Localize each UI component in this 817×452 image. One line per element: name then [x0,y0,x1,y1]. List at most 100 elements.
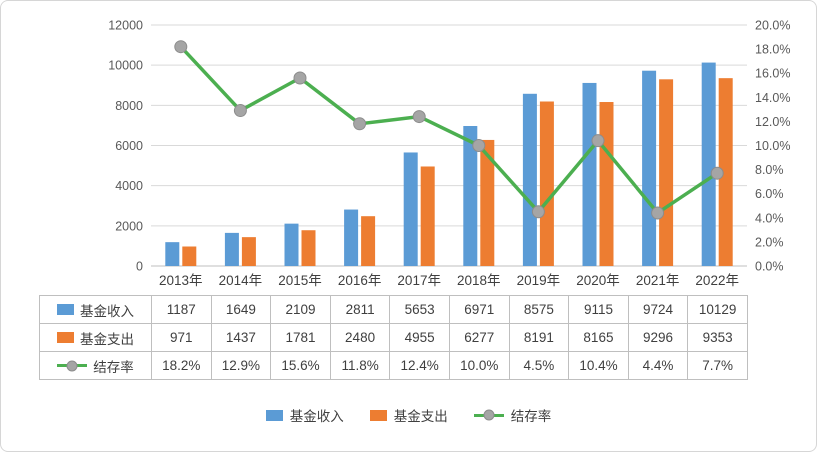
expense-bar [361,216,376,266]
rate-marker-icon [531,205,545,219]
x-axis-label: 2021年 [636,273,680,288]
table-cell: 2811 [329,295,391,324]
row-header-income: 基金收入 [39,295,152,324]
table-cell: 5653 [389,295,450,324]
right-axis-tick-label: 10.0% [755,139,790,153]
expense-swatch-icon [369,409,387,421]
x-axis-label: 2013年 [159,273,203,288]
left-axis-tick-label: 6000 [115,139,143,153]
income-bar [165,242,180,266]
x-axis-label: 2014年 [219,273,263,288]
expense-bar [599,102,614,266]
rate-marker-icon [353,117,367,131]
table-cell: 1649 [210,295,272,324]
table-cell: 10129 [687,295,748,324]
right-axis-tick-label: 8.0% [755,163,784,177]
row-header-expense: 基金支出 [39,323,152,352]
x-axis-label: 2019年 [517,273,561,288]
table-cell: 9724 [627,295,689,324]
right-axis-tick-label: 20.0% [755,19,790,33]
table-row-rate: 结存率 18.2% 12.9% 15.6% 11.8% 12.4% 10.0% 4.5% 10.… [39,351,748,380]
row-label-text: 结存率 [93,359,134,375]
right-axis-tick-label: 14.0% [755,91,790,105]
legend-label: 基金收入 [289,409,344,424]
right-axis-tick-label: 4.0% [755,211,784,225]
table-cell: 9353 [687,323,748,352]
combo-chart-plot: 0 2000 4000 6000 8000 10000 12000 0.0% 2.0% 4.0% 6… [108,19,790,289]
table-cell: 1187 [151,295,212,324]
left-axis-tick-label: 0 [136,260,143,274]
x-axis-label: 2020年 [576,273,620,288]
rate-line [179,44,719,215]
marker-dot [483,409,495,421]
table-cell: 2109 [270,295,331,324]
left-axis-tick-label: 12000 [108,19,143,33]
rate-line-icon [473,409,504,422]
right-axis-tick-label: 18.0% [755,43,790,57]
table-cell: 15.6% [270,351,331,380]
table-cell: 10.4% [568,351,629,380]
rate-marker-icon [412,110,426,124]
rate-marker-icon [293,71,307,85]
rate-marker-icon [472,139,486,152]
table-cell: 12.4% [389,351,450,380]
rate-marker-icon [174,40,188,54]
left-axis-tick-label: 10000 [108,59,143,73]
table-cell: 8191 [508,323,570,352]
income-bar [403,152,418,266]
table-cell: 18.2% [151,351,212,380]
expense-bar [718,78,733,266]
expense-bar [539,101,554,267]
x-axis-label: 2022年 [695,273,739,288]
table-row-income: 基金收入 1187 1649 2109 2811 5653 6971 8575 9115 9724… [39,295,748,324]
rate-marker-icon [710,166,724,180]
table-cell: 4955 [389,323,450,352]
left-axis-tick-label: 8000 [115,99,143,113]
right-axis-tick-label: 6.0% [755,187,784,201]
rate-line-icon [57,359,88,372]
rate-marker-icon [233,104,247,118]
table-cell: 11.8% [329,351,391,380]
chart-legend: 基金收入 基金支出 结存率 [1,405,816,425]
table-row-expense: 基金支出 971 1437 1781 2480 4955 6277 8191 8165 9296 9… [39,323,748,352]
table-cell: 9296 [627,323,689,352]
income-bar [284,223,299,266]
x-axis-label: 2015年 [278,273,322,288]
expense-swatch-icon [57,332,74,343]
income-bar [224,232,239,266]
table-cell: 1437 [210,323,272,352]
table-cell: 8575 [508,295,570,324]
row-header-rate: 结存率 [39,351,152,380]
expense-bar [659,79,674,267]
left-axis-tick-label: 2000 [115,219,143,233]
expense-bar [241,237,256,266]
income-bar [701,62,716,267]
income-bar [522,93,537,266]
x-axis-label: 2016年 [338,273,382,288]
legend-item: 结存率 [473,405,551,425]
table-cell: 971 [151,323,212,352]
table-cell: 2480 [329,323,391,352]
expense-bar [301,230,316,266]
table-cell: 10.0% [448,351,510,380]
expense-bar [480,139,495,266]
income-swatch-icon [265,409,283,421]
legend-item: 基金支出 [369,405,448,425]
table-cell: 4.4% [627,351,689,380]
table-cell: 9115 [568,295,629,324]
income-bar [344,209,359,266]
row-label-text: 基金支出 [80,331,134,347]
expense-bar [182,246,197,266]
right-axis-tick-label: 16.0% [755,67,790,81]
income-bar [582,82,597,266]
marker-dot [66,360,78,371]
income-bar [463,125,478,266]
table-cell: 6277 [448,323,510,352]
x-axis-label: 2018年 [457,273,501,288]
rate-marker-icon [591,134,605,148]
table-cell: 1781 [270,323,331,352]
data-table: 基金收入 1187 1649 2109 2811 5653 6971 8575 9115 9724… [39,295,748,380]
table-cell: 6971 [448,295,510,324]
left-axis-tick-label: 4000 [115,179,143,193]
right-axis-tick-label: 12.0% [755,115,790,129]
